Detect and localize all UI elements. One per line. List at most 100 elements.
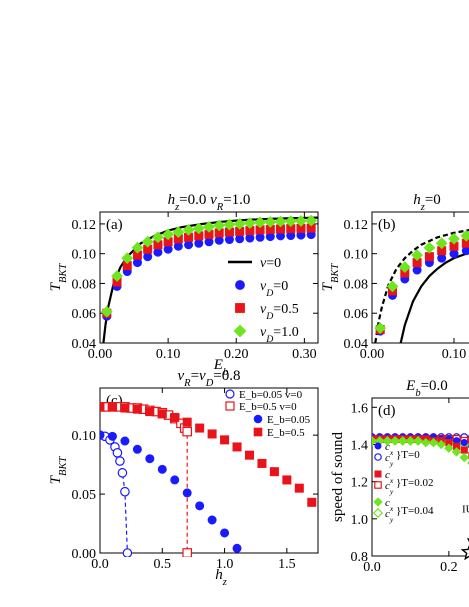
legend-label-part: v <box>260 279 267 294</box>
chart-title-part: v <box>210 192 217 208</box>
legend-label: cx <box>385 469 394 485</box>
data-point <box>214 235 224 245</box>
legend-label: cx <box>385 497 394 513</box>
data-point <box>163 244 173 254</box>
data-point <box>424 252 434 262</box>
data-point <box>120 436 130 446</box>
y-axis-label-part: T <box>48 474 64 484</box>
data-point <box>107 431 117 441</box>
data-point <box>100 430 105 440</box>
legend-group-label: }T=0 <box>396 449 420 461</box>
legend-label-part: c <box>385 480 390 492</box>
data-point <box>131 241 144 254</box>
theory-curve <box>399 251 469 344</box>
panel-b: 0.00 0.10 0.04 0.06 0.08 0.10 0.12 hz=0 (b) TBKT <box>320 192 469 362</box>
data-point <box>274 215 287 228</box>
chart-title-part: R <box>216 202 224 213</box>
chart-title: hz=0.0 vR=1.0 <box>168 192 251 213</box>
y-axis-label: TBKT <box>48 456 69 485</box>
data-point <box>398 261 411 273</box>
legend-label-part: c <box>385 441 390 453</box>
y-tick-label: 0.04 <box>72 337 97 352</box>
data-point <box>195 423 205 433</box>
y-tick-label: 0.04 <box>344 337 369 352</box>
legend-label-part: y <box>389 515 394 524</box>
y-tick-label: 0.8 <box>351 550 369 565</box>
chart-title-part: = <box>191 368 199 384</box>
data-point <box>182 548 192 557</box>
data-point <box>162 228 175 241</box>
y-tick-label: 0.10 <box>344 248 369 263</box>
data-point <box>451 447 462 457</box>
data-point <box>117 468 128 478</box>
y-tick-label: 0.10 <box>72 429 97 444</box>
y-axis-label-part: T <box>48 281 64 291</box>
data-point <box>264 216 277 228</box>
data-point <box>170 475 180 485</box>
data-point <box>132 444 142 454</box>
panel-label: (a) <box>106 217 123 233</box>
data-point <box>194 238 204 248</box>
x-tick-label: 1.5 <box>278 557 296 572</box>
data-point <box>153 247 163 257</box>
legend-label: v=0 <box>260 256 281 271</box>
data-point <box>405 436 416 446</box>
plot-frame <box>99 211 319 344</box>
chart-title-part: h <box>168 192 176 208</box>
plot-frame <box>371 397 469 557</box>
chart-title-part: =0.0 <box>421 378 448 394</box>
data-point <box>284 215 297 228</box>
data-point <box>411 249 423 262</box>
data-point <box>255 232 265 242</box>
x-axis-label: Eb <box>213 357 228 378</box>
chart-title: hz=0 <box>413 192 441 213</box>
legend-group-label: }T=0.02 <box>396 477 433 489</box>
data-point <box>220 528 230 538</box>
x-axis-label: hz <box>215 567 227 588</box>
data-point <box>294 483 304 493</box>
chart-title-part: z <box>174 202 179 213</box>
data-point <box>412 265 422 275</box>
y-axis-label-part: BKT <box>58 456 69 476</box>
legend-marker <box>372 507 384 519</box>
y-axis-label-part: speed of sound <box>330 432 346 522</box>
panel-c: 0.0 0.5 1.0 1.50.000.050.10vR=vD=0.8(c)hzTB… <box>48 368 319 588</box>
x-tick-label: 0.20 <box>224 347 249 362</box>
data-point <box>435 237 448 250</box>
data-point <box>120 403 130 413</box>
data-point <box>232 543 242 553</box>
data-point <box>157 464 167 474</box>
data-point <box>307 497 317 507</box>
legend-label-part: D <box>265 334 273 345</box>
legend-label: vD=0.5 <box>260 302 299 322</box>
legend-marker <box>235 303 245 313</box>
y-tick-label: 0.06 <box>72 307 97 322</box>
y-axis-label-part: T <box>320 281 336 291</box>
x-axis-label-part: b <box>223 367 228 378</box>
data-point <box>112 448 123 458</box>
data-point <box>182 488 192 498</box>
plot-frame <box>99 387 319 554</box>
x-tick-label: 0.10 <box>442 347 467 362</box>
y-tick-label: 1.6 <box>351 401 369 416</box>
y-tick-label: 0.08 <box>344 277 369 292</box>
data-point <box>244 450 254 460</box>
data-point <box>170 412 180 422</box>
legend-marker <box>233 324 247 338</box>
legend-label-part: D <box>265 288 273 299</box>
plot-area <box>100 214 318 344</box>
legend-marker <box>374 453 382 461</box>
legend-label-part: =0.5 <box>273 302 298 317</box>
chart-title-part: b <box>415 388 420 399</box>
x-tick-label: 0.00 <box>360 347 385 362</box>
x-tick-label: 0.2 <box>440 560 458 575</box>
data-point <box>182 426 192 437</box>
data-point <box>421 437 431 448</box>
legend-label-part: =0 <box>273 279 288 294</box>
x-tick-label: 0.0 <box>363 560 381 575</box>
data-point <box>172 226 185 238</box>
data-point <box>282 475 292 485</box>
chart-title-part: =1.0 <box>223 192 250 208</box>
y-tick-label: 0.12 <box>72 218 97 233</box>
x-tick-label: 0.0 <box>91 557 109 572</box>
